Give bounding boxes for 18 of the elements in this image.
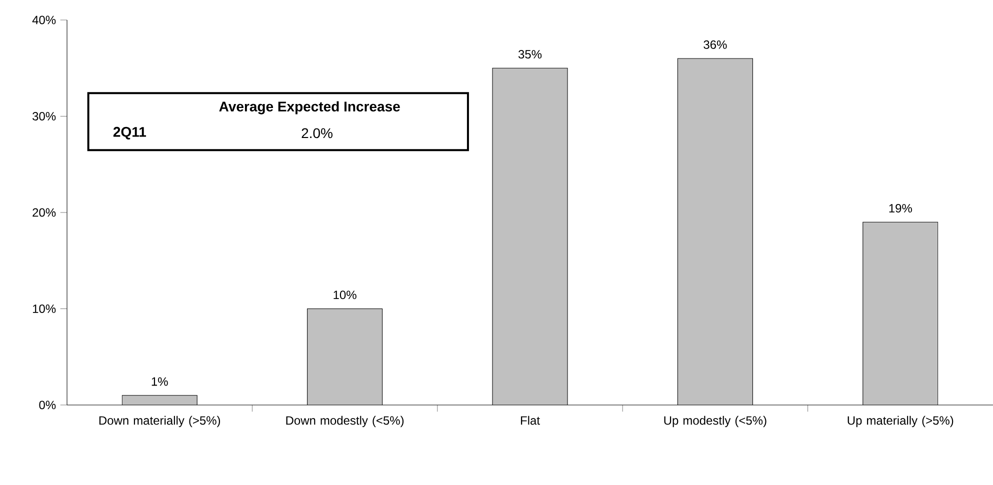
y-tick-label: 10% (32, 304, 56, 313)
data-label: 19% (889, 204, 912, 213)
y-tick-label: 20% (32, 208, 56, 217)
data-label: 35% (518, 50, 542, 59)
y-tick-label: 40% (32, 16, 56, 24)
data-label: 36% (704, 40, 727, 49)
data-label: 1% (152, 377, 168, 386)
annotation: 2Q11 (113, 126, 146, 140)
y-tick-label: 0% (39, 400, 56, 410)
x-tick-label: Down modestly (<5%) (286, 416, 404, 428)
y-tick-label: 30% (32, 112, 56, 120)
x-tick-label: Up modestly (<5%) (664, 416, 766, 428)
x-tick-label: Up materially (>5%) (848, 416, 954, 428)
annotation: 2.0% (302, 128, 332, 138)
x-tick-label: Down materially (>5%) (99, 416, 220, 428)
annotation: Average Expected Increase (219, 101, 400, 114)
x-tick-label: Flat (520, 416, 540, 425)
data-label: 10% (334, 290, 356, 300)
